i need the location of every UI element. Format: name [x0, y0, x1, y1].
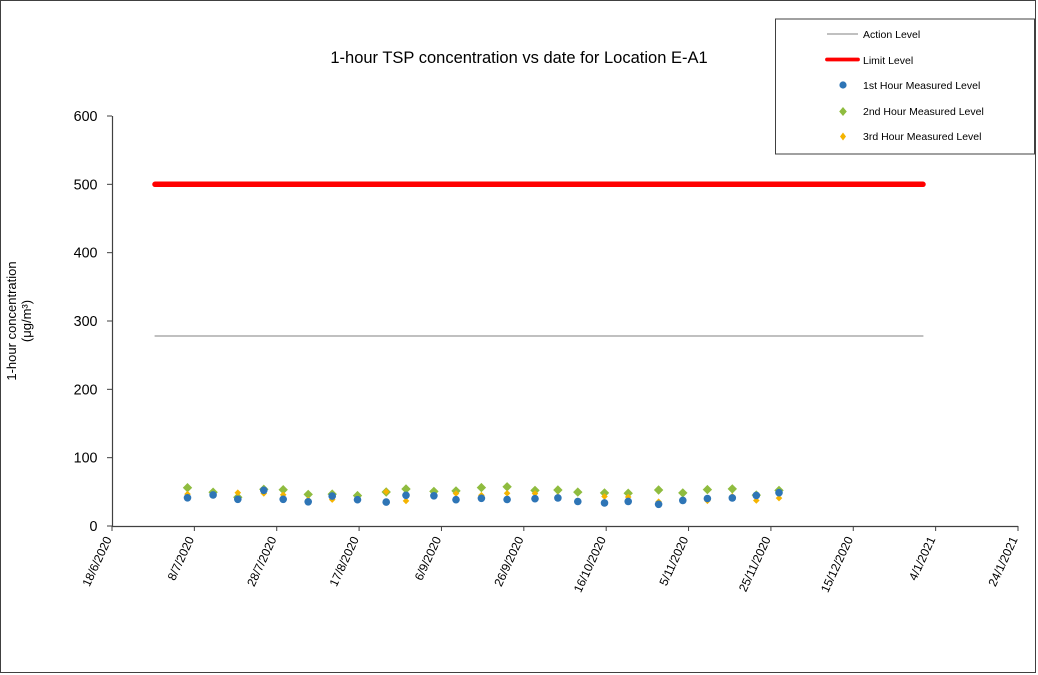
svg-text:500: 500 — [74, 177, 98, 193]
svg-text:Action Level: Action Level — [863, 29, 920, 41]
svg-text:1st Hour Measured Level: 1st Hour Measured Level — [863, 80, 980, 92]
svg-text:3rd Hour Measured Level: 3rd Hour Measured Level — [863, 131, 981, 143]
svg-text:6/9/2020: 6/9/2020 — [412, 534, 445, 583]
svg-text:24/1/2021: 24/1/2021 — [985, 534, 1020, 589]
svg-text:18/6/2020: 18/6/2020 — [79, 534, 114, 589]
svg-text:2nd Hour Measured Level: 2nd Hour Measured Level — [863, 106, 984, 118]
svg-text:28/7/2020: 28/7/2020 — [244, 534, 279, 589]
svg-text:15/12/2020: 15/12/2020 — [818, 534, 856, 595]
svg-text:(μg/m³): (μg/m³) — [19, 300, 34, 342]
svg-text:16/10/2020: 16/10/2020 — [571, 534, 609, 595]
svg-text:400: 400 — [74, 246, 98, 262]
svg-text:8/7/2020: 8/7/2020 — [165, 534, 198, 583]
svg-text:1-hour concentration: 1-hour concentration — [4, 261, 19, 380]
svg-text:Limit Level: Limit Level — [863, 55, 913, 67]
svg-text:26/9/2020: 26/9/2020 — [491, 534, 526, 589]
svg-text:17/8/2020: 17/8/2020 — [327, 534, 362, 589]
svg-text:4/1/2021: 4/1/2021 — [906, 534, 939, 583]
svg-text:5/11/2020: 5/11/2020 — [656, 534, 691, 588]
svg-text:200: 200 — [74, 382, 98, 398]
svg-text:100: 100 — [74, 451, 98, 467]
svg-text:0: 0 — [90, 519, 98, 535]
svg-text:300: 300 — [74, 314, 98, 330]
svg-text:25/11/2020: 25/11/2020 — [736, 534, 774, 594]
svg-text:600: 600 — [74, 109, 98, 125]
